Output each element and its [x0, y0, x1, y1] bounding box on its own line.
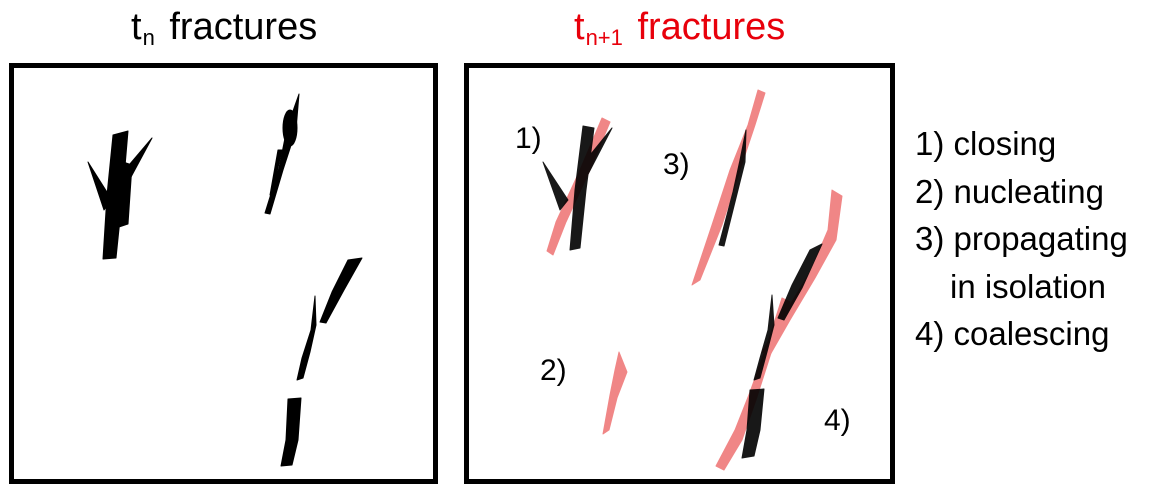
- tn1-overlay-4-upper: [777, 243, 823, 321]
- tn-fracture-c-lower: [280, 397, 302, 467]
- tn-fracture-cluster-b: [264, 93, 300, 215]
- tn-fracture-a-wing: [87, 161, 113, 211]
- tn1-panel: [464, 63, 895, 484]
- label-coalescing: 4): [824, 404, 851, 437]
- legend-item-nucleating: 2) nucleating: [915, 172, 1104, 210]
- tn1-overlay-3: [718, 129, 747, 247]
- label-nucleating: 2): [540, 354, 567, 387]
- legend-item-propagating: 3) propagating: [915, 220, 1128, 257]
- tn1-title-subscript: n+1: [585, 25, 623, 50]
- tn-fracture-cluster-a: [87, 130, 153, 260]
- tn-fracture-c-stem: [296, 295, 317, 381]
- tn-fracture-b-main: [264, 93, 300, 215]
- tn1-title-text: fractures: [637, 6, 786, 48]
- tn1-fracture-3: [691, 89, 766, 286]
- tn1-overlay-4-lower: [741, 388, 765, 459]
- tn1-fracture-2: [602, 351, 628, 435]
- tn1-title-t: t: [574, 6, 585, 48]
- tn-title-subscript: n: [142, 25, 155, 50]
- legend-item-coalescing: 4) coalescing: [915, 315, 1110, 352]
- label-closing: 1): [515, 122, 542, 155]
- legend-item-propagating-cont: in isolation: [950, 267, 1106, 305]
- legend: 1) closing 2) nucleating 3) propagating …: [915, 120, 1128, 358]
- legend-item-closing: 1) closing: [915, 125, 1057, 162]
- tn-title-text: fractures: [169, 6, 318, 48]
- tn1-title: tn+1 fractures: [574, 4, 785, 61]
- tn1-overlay-4-stem: [753, 294, 775, 381]
- tn-fracture-a-bulge: [111, 157, 133, 229]
- label-propagating: 3): [663, 148, 690, 181]
- tn-fracture-b-node: [282, 109, 298, 147]
- tn-title: tn fractures: [131, 4, 317, 61]
- tn-title-t: t: [131, 6, 142, 48]
- tn-fracture-cluster-c: [280, 257, 363, 467]
- tn1-overlay-1-wing: [542, 161, 569, 211]
- tn-fracture-b-tail: [269, 149, 283, 196]
- tn-panel: [9, 63, 438, 484]
- tn-fracture-c-upper: [319, 257, 363, 324]
- tn1-overlay-1-spike: [577, 127, 613, 183]
